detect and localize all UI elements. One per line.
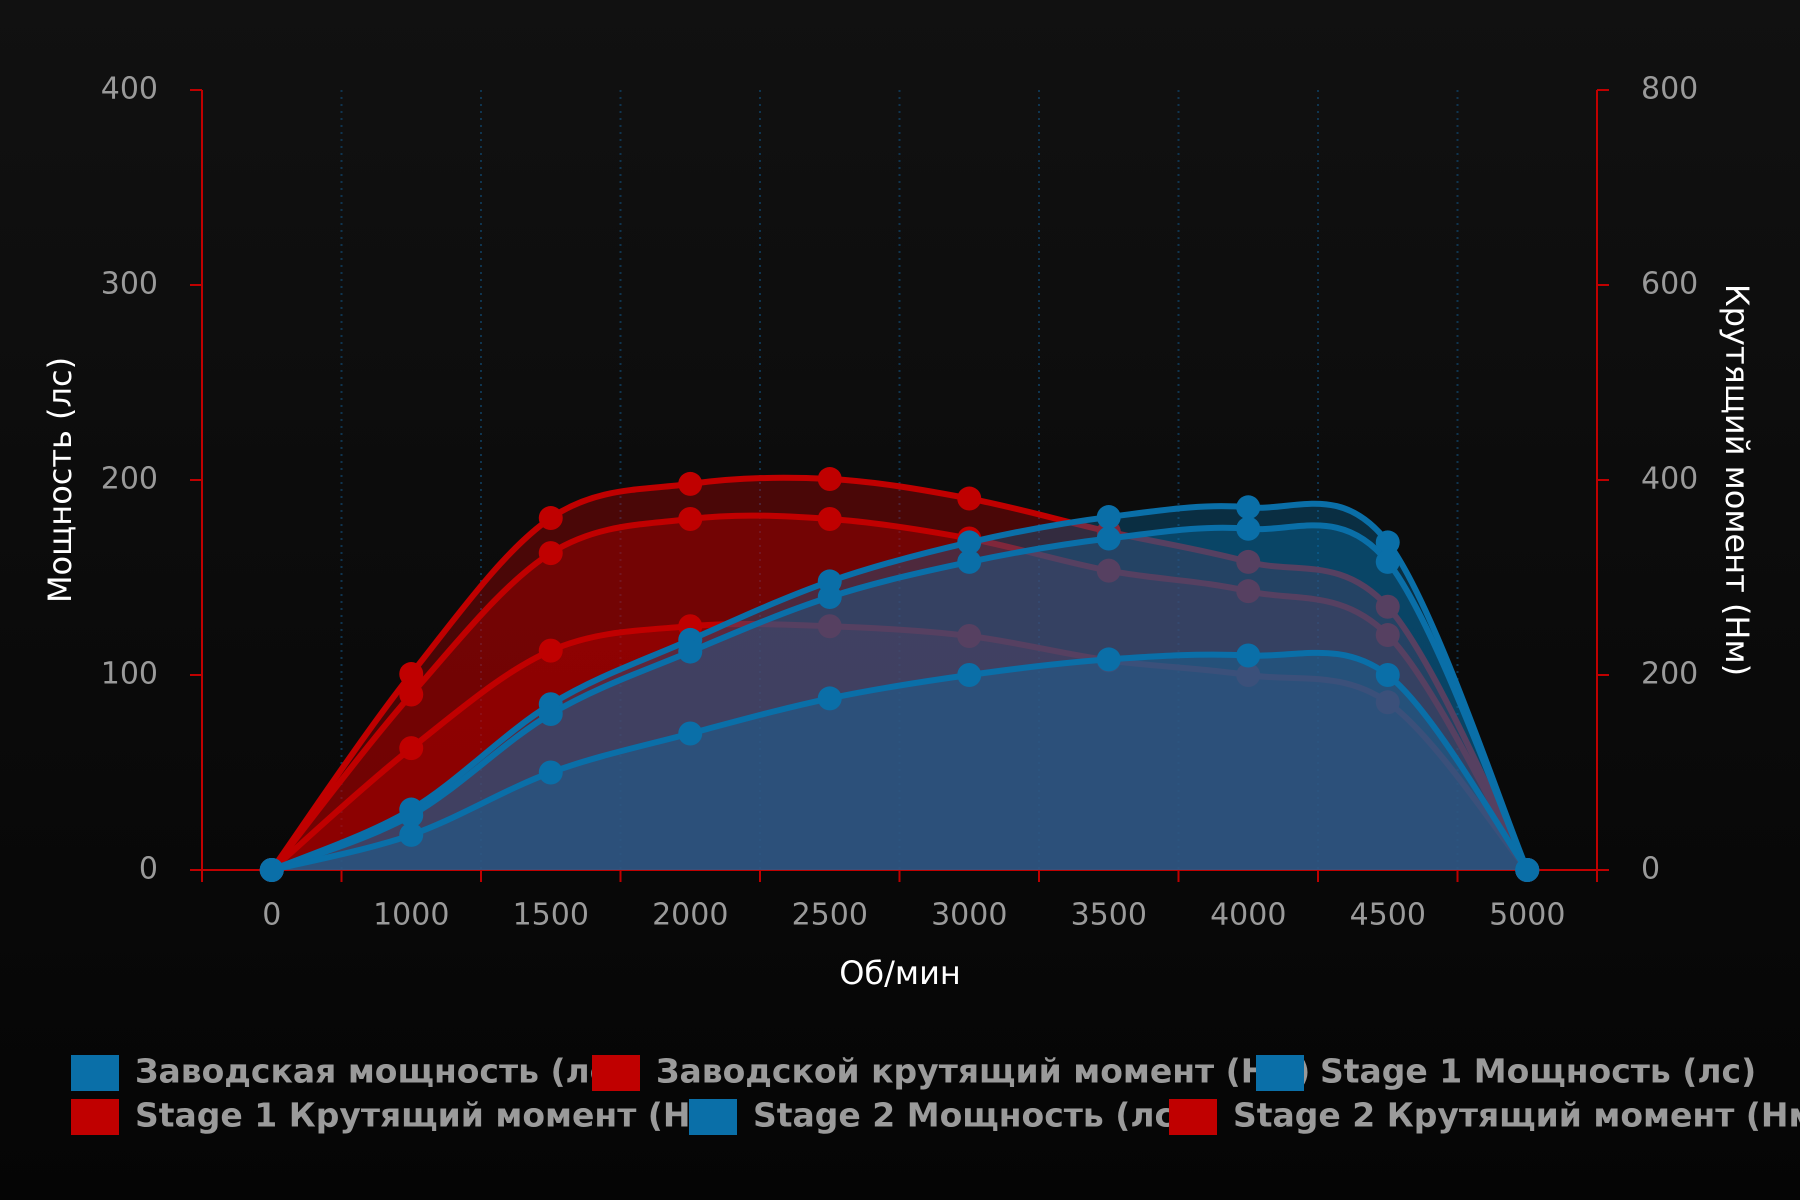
y-tick-label: 400 <box>101 72 158 107</box>
point <box>399 803 424 828</box>
line <box>270 500 1531 873</box>
point <box>957 549 982 574</box>
legend-swatch <box>1169 1099 1217 1135</box>
point <box>399 736 424 761</box>
point <box>957 530 982 555</box>
point <box>1096 647 1121 672</box>
point <box>1096 526 1121 551</box>
point <box>817 686 842 711</box>
point <box>1236 495 1261 520</box>
point <box>678 721 703 746</box>
point <box>399 822 424 847</box>
y2-tick-label: 600 <box>1641 267 1698 302</box>
point <box>817 507 842 531</box>
point <box>538 760 563 785</box>
x-tick-label: 4500 <box>1350 898 1426 933</box>
y-tick-label: 0 <box>139 852 158 887</box>
x-tick-label: 0 <box>262 898 281 933</box>
point <box>538 506 563 531</box>
y-tick-label: 200 <box>101 462 158 497</box>
point <box>1375 530 1400 555</box>
line <box>269 512 1530 872</box>
area <box>271 477 1528 870</box>
point <box>817 614 842 639</box>
x-tick-label: 4000 <box>1210 898 1286 933</box>
y-tick-label: 300 <box>101 267 158 302</box>
x-tick-label: 2000 <box>652 898 728 933</box>
point <box>957 663 982 687</box>
y2-tick-label: 400 <box>1641 462 1698 497</box>
point <box>1236 549 1261 574</box>
legend-label: Stage 2 Мощность (лс) <box>753 1096 1189 1135</box>
point <box>957 624 982 648</box>
line <box>269 474 1530 872</box>
y2-tick-label: 200 <box>1641 657 1698 692</box>
point <box>817 467 842 492</box>
legend-swatch <box>1256 1055 1304 1091</box>
point <box>1236 579 1261 604</box>
point <box>259 858 284 882</box>
x-tick-label: 1000 <box>373 898 449 933</box>
y2-tick-label: 0 <box>1641 852 1660 887</box>
point <box>1236 663 1261 687</box>
point <box>399 682 424 707</box>
legend-swatch <box>71 1099 119 1135</box>
legend-label: Stage 2 Крутящий момент (Нм) <box>1233 1096 1800 1135</box>
line <box>271 649 1530 873</box>
point <box>678 507 703 531</box>
x-tick-label: 2500 <box>792 898 868 933</box>
legend-swatch <box>592 1055 640 1091</box>
point <box>1096 558 1121 583</box>
x-tick-label: 5000 <box>1489 898 1565 933</box>
point <box>678 471 703 496</box>
point <box>817 585 842 609</box>
point <box>399 662 424 687</box>
legend-swatch <box>71 1055 119 1091</box>
point <box>538 702 563 726</box>
point <box>1375 690 1400 715</box>
y2-axis-title: Крутящий момент (Нм) <box>1718 284 1756 676</box>
point <box>1375 549 1400 574</box>
legend-label: Stage 1 Крутящий момент (Нм) <box>135 1096 733 1135</box>
line <box>270 522 1530 873</box>
point <box>1375 594 1400 619</box>
x-tick-label: 3000 <box>931 898 1007 933</box>
point <box>538 541 563 566</box>
point <box>1236 643 1261 668</box>
legend-label: Заводской крутящий момент (Нм) <box>656 1052 1310 1091</box>
area <box>271 515 1528 870</box>
point <box>1236 516 1261 541</box>
y-tick-label: 100 <box>101 657 158 692</box>
area <box>271 652 1528 870</box>
point <box>678 639 703 664</box>
x-tick-label: 1500 <box>513 898 589 933</box>
point <box>538 638 563 663</box>
area <box>271 525 1528 870</box>
x-tick-label: 3500 <box>1071 898 1147 933</box>
point <box>957 486 982 511</box>
legend-swatch <box>689 1099 737 1135</box>
x-axis-title: Об/мин <box>839 954 961 992</box>
legend-label: Stage 1 Мощность (лс) <box>1320 1052 1756 1091</box>
y-axis-title: Мощность (лс) <box>41 357 79 603</box>
line <box>269 621 1530 873</box>
point <box>1515 858 1540 882</box>
legend-label: Заводская мощность (лс) <box>135 1052 624 1091</box>
point <box>1096 505 1121 530</box>
point <box>1375 663 1400 687</box>
y2-tick-label: 800 <box>1641 72 1698 107</box>
point <box>1375 623 1400 648</box>
